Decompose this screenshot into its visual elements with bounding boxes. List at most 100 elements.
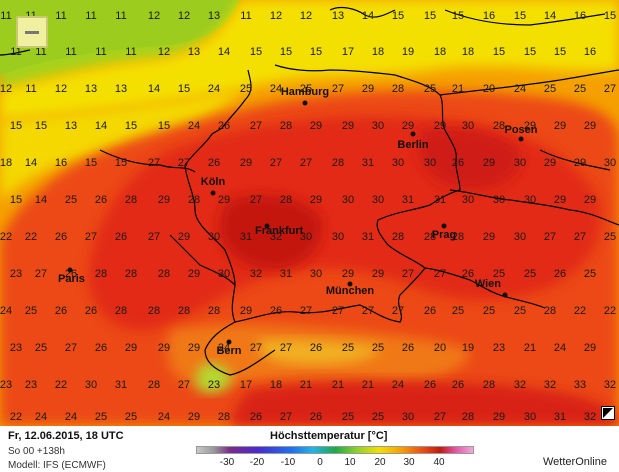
temperature-value: 12 bbox=[158, 46, 170, 58]
temperature-value: 26 bbox=[452, 379, 464, 391]
temperature-value: 26 bbox=[310, 342, 322, 354]
temperature-value: 32 bbox=[584, 411, 596, 423]
temperature-value: 23 bbox=[0, 379, 12, 391]
temperature-value: 15 bbox=[115, 157, 127, 169]
temperature-value: 32 bbox=[604, 379, 616, 391]
city-label[interactable]: Posen bbox=[504, 124, 537, 136]
temperature-value: 24 bbox=[0, 305, 12, 317]
expand-icon[interactable] bbox=[601, 406, 615, 420]
temperature-value: 30 bbox=[300, 231, 312, 243]
temperature-value: 13 bbox=[85, 83, 97, 95]
temperature-value: 26 bbox=[462, 268, 474, 280]
temperature-value: 28 bbox=[218, 411, 230, 423]
temperature-value: 18 bbox=[0, 157, 12, 169]
temperature-value: 25 bbox=[240, 83, 252, 95]
temperature-value: 18 bbox=[372, 46, 384, 58]
city-label[interactable]: Köln bbox=[201, 176, 226, 188]
temperature-value: 29 bbox=[158, 342, 170, 354]
model-name: Modell: IFS (ECMWF) bbox=[8, 460, 106, 471]
temperature-value: 30 bbox=[424, 157, 436, 169]
temperature-value: 23 bbox=[10, 268, 22, 280]
temperature-value: 15 bbox=[85, 157, 97, 169]
legend-tick: 0 bbox=[317, 457, 323, 468]
temperature-value: 27 bbox=[332, 305, 344, 317]
zoom-out-button[interactable] bbox=[16, 16, 48, 48]
temperature-value: 26 bbox=[554, 268, 566, 280]
temperature-value: 27 bbox=[270, 157, 282, 169]
temperature-value: 15 bbox=[158, 120, 170, 132]
temperature-value: 30 bbox=[85, 379, 97, 391]
temperature-value: 25 bbox=[584, 268, 596, 280]
temperature-value: 25 bbox=[35, 342, 47, 354]
temperature-value: 24 bbox=[218, 342, 230, 354]
temperature-value: 30 bbox=[218, 268, 230, 280]
temperature-value: 25 bbox=[372, 411, 384, 423]
temperature-value: 28 bbox=[462, 411, 474, 423]
legend-tick: -20 bbox=[249, 457, 265, 468]
temperature-value: 14 bbox=[544, 10, 556, 22]
temperature-value: 15 bbox=[250, 46, 262, 58]
temperature-value: 29 bbox=[402, 120, 414, 132]
temperature-value: 26 bbox=[95, 194, 107, 206]
temperature-value: 30 bbox=[342, 194, 354, 206]
temperature-value: 28 bbox=[280, 194, 292, 206]
map-canvas: 11 11 11 11 11 12 12 13 11 12 12 13 14 15 15 15 16 15 14 16… bbox=[0, 0, 619, 426]
temperature-value: 25 bbox=[300, 83, 312, 95]
temperature-value: 30 bbox=[514, 231, 526, 243]
temperature-value: 29 bbox=[544, 157, 556, 169]
temperature-value: 12 bbox=[55, 83, 67, 95]
temperature-value: 29 bbox=[483, 157, 495, 169]
temperature-value: 15 bbox=[10, 194, 22, 206]
temperature-value: 27 bbox=[280, 342, 292, 354]
temperature-value: 20 bbox=[483, 83, 495, 95]
city-label[interactable]: Hamburg bbox=[281, 86, 329, 98]
city-label[interactable]: Prag bbox=[432, 229, 456, 241]
temperature-value: 28 bbox=[452, 231, 464, 243]
temperature-value: 27 bbox=[148, 157, 160, 169]
city-label[interactable]: Bern bbox=[216, 345, 241, 357]
map-footer: Fr, 12.06.2015, 18 UTC So 00 +138h Model… bbox=[0, 426, 619, 472]
temperature-value: 30 bbox=[310, 268, 322, 280]
temperature-value: 28 bbox=[483, 379, 495, 391]
temperature-value: 15 bbox=[604, 10, 616, 22]
temperature-value: 30 bbox=[372, 194, 384, 206]
temperature-value: 24 bbox=[514, 83, 526, 95]
temperature-value: 32 bbox=[514, 379, 526, 391]
temperature-value: 27 bbox=[250, 120, 262, 132]
temperature-value: 22 bbox=[55, 379, 67, 391]
city-dot bbox=[441, 223, 447, 229]
city-label[interactable]: Paris bbox=[58, 273, 85, 285]
temperature-value: 31 bbox=[434, 194, 446, 206]
temperature-value: 25 bbox=[524, 268, 536, 280]
temperature-value: 28 bbox=[493, 120, 505, 132]
city-label[interactable]: Berlin bbox=[397, 139, 428, 151]
temperature-value: 27 bbox=[332, 83, 344, 95]
city-label[interactable]: Wien bbox=[475, 278, 501, 290]
temperature-value: 27 bbox=[300, 157, 312, 169]
temperature-value: 29 bbox=[584, 194, 596, 206]
temperature-value: 29 bbox=[158, 194, 170, 206]
temperature-value: 30 bbox=[493, 194, 505, 206]
legend-color-scale bbox=[196, 446, 474, 454]
temperature-value: 13 bbox=[332, 10, 344, 22]
temperature-value: 30 bbox=[392, 157, 404, 169]
temperature-value: 27 bbox=[392, 305, 404, 317]
temperature-value: 15 bbox=[35, 120, 47, 132]
temperature-value: 25 bbox=[493, 268, 505, 280]
temperature-value: 25 bbox=[483, 305, 495, 317]
temperature-value: 11 bbox=[25, 83, 36, 95]
city-label[interactable]: Frankfurt bbox=[255, 225, 304, 237]
temperature-value: 32 bbox=[544, 379, 556, 391]
city-label[interactable]: München bbox=[326, 285, 375, 297]
city-dot bbox=[502, 292, 508, 298]
temperature-value: 13 bbox=[115, 83, 127, 95]
temperature-value: 18 bbox=[434, 46, 446, 58]
temperature-value: 25 bbox=[604, 231, 616, 243]
temperature-value: 29 bbox=[493, 411, 505, 423]
temperature-map[interactable]: 11 11 11 11 11 12 12 13 11 12 12 13 14 15 15 15 16 15 14 16… bbox=[0, 0, 619, 426]
temperature-value: 28 bbox=[178, 305, 190, 317]
temperature-value: 25 bbox=[95, 411, 107, 423]
temperature-value: 26 bbox=[424, 305, 436, 317]
temperature-value: 11 bbox=[240, 10, 251, 22]
temperature-value: 21 bbox=[300, 379, 312, 391]
